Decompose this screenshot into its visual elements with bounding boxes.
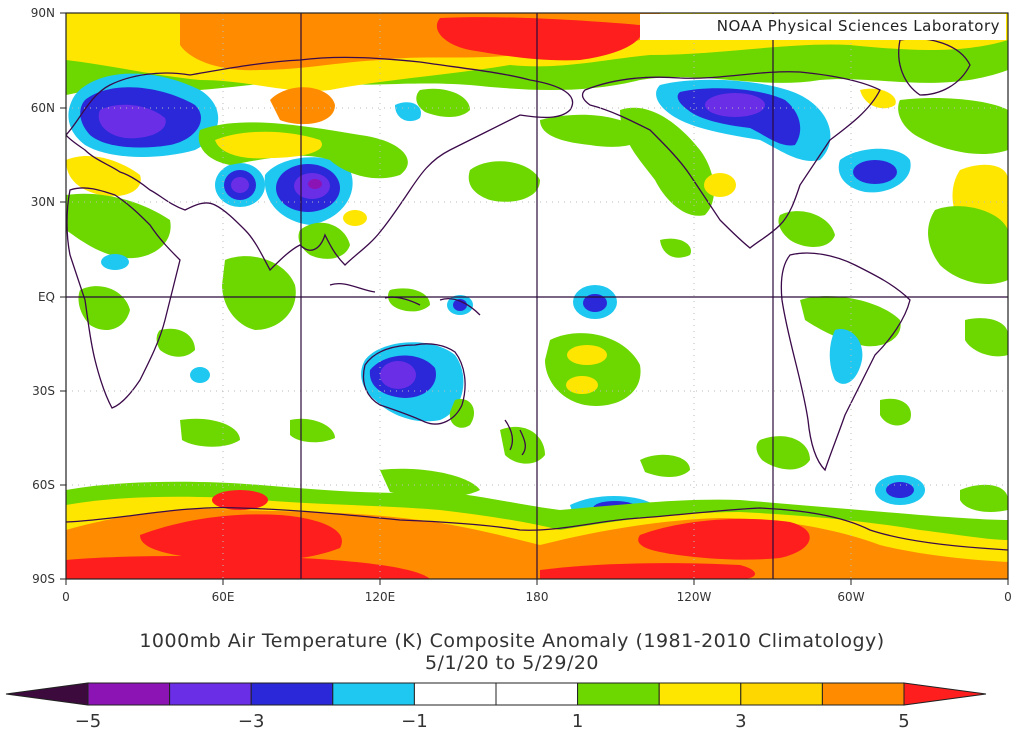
pac-green-mid: [660, 238, 691, 258]
colorbar-bin-7: [577, 682, 660, 706]
indian-green: [222, 256, 296, 330]
atlantic-green-s: [965, 318, 1008, 357]
lat-label-eq: EQ: [38, 290, 55, 304]
colorbar-tick-label: −5: [75, 711, 102, 731]
coast-greenland: [898, 38, 971, 96]
lon-label-60w: 60W: [837, 590, 864, 604]
lat-label-60n: 60N: [31, 101, 55, 115]
samerica-green-s: [756, 436, 810, 470]
lat-label-30s: 30S: [32, 384, 55, 398]
colorbar-bin-6: [495, 682, 579, 706]
namerica-yellow-n: [860, 88, 896, 109]
coastlines: [66, 38, 1008, 551]
siberia-orange: [270, 87, 335, 125]
samerica-green-2: [880, 398, 911, 426]
australia-cold-core: [380, 361, 416, 389]
coast-antarctica: [66, 506, 1008, 551]
africa-green-w: [66, 193, 171, 259]
africa-green-e: [928, 206, 1008, 285]
tasman-green: [500, 426, 545, 464]
colorbar-bin-3: [250, 682, 334, 706]
aus-green-ring: [449, 399, 475, 428]
grid-dotted: [66, 13, 1008, 579]
siberia-blue-small: [395, 102, 421, 122]
coast-samerica: [780, 252, 911, 472]
africa-blue-s: [190, 367, 210, 383]
europe-cold-core: [98, 104, 166, 139]
east-us-cold-mid: [853, 160, 897, 184]
atlantic-green-ne: [898, 98, 1008, 155]
colorbar-bin-0: [5, 682, 89, 706]
africa-green-s: [156, 328, 195, 357]
lat-label-30n: 30N: [31, 195, 55, 209]
japan-green: [416, 88, 470, 117]
coast-eurasia: [66, 56, 574, 272]
lon-label-120w: 120W: [677, 590, 712, 604]
colorbar-bin-11: [903, 682, 987, 706]
lon-label-120e: 120E: [365, 590, 396, 604]
antarctic-red-1: [140, 514, 342, 562]
lat-label-90n: 90N: [31, 6, 55, 20]
lon-labels: 0 60E 120E 180 120W 60W 0: [62, 590, 1012, 604]
colorbar-tick-label: −3: [238, 711, 265, 731]
antarctic-red-3: [638, 518, 810, 560]
so-green-e: [960, 484, 1008, 512]
pacific-green-nw: [468, 161, 540, 202]
axis-ticks: [60, 12, 1009, 585]
antarctic-red-5: [540, 563, 755, 579]
pacific-green-n: [540, 114, 642, 147]
namerica-green-w: [620, 107, 715, 216]
namerica-cold-core: [705, 93, 765, 117]
colorbar-bin-9: [740, 682, 823, 706]
lon-label-60e: 60E: [212, 590, 235, 604]
colorbar-bin-2: [169, 682, 252, 706]
eq-pac-cold-mid: [583, 294, 607, 312]
colorbar-bin-8: [658, 682, 742, 706]
lat-labels: 90N 60N 30N EQ 30S 60S 90S: [31, 6, 55, 586]
arabia-blue: [101, 254, 129, 270]
samerica-green: [800, 296, 901, 347]
credit-label: NOAA Physical Sciences Laboratory: [640, 14, 1006, 40]
arctic-red-core: [436, 17, 642, 61]
colorbar-bin-4: [332, 682, 415, 706]
map-subtitle-dates: 5/1/20 to 5/29/20: [424, 652, 600, 674]
mexico-yellow: [704, 173, 736, 197]
lat-label-60s: 60S: [32, 478, 55, 492]
so-green-1: [380, 468, 480, 498]
caribbean-green: [778, 211, 835, 247]
coast-namerica: [581, 71, 881, 249]
colorbar-tick-label: −1: [401, 711, 428, 731]
colorbar: −5 −3 −1 1 3 5: [5, 682, 987, 731]
samerica-blue: [829, 329, 863, 384]
antarctic-red-4: [66, 555, 430, 579]
mideast-yellow: [66, 155, 141, 197]
coast-nz: [504, 419, 526, 456]
colorbar-bin-10: [821, 682, 905, 706]
indian-green-s: [180, 418, 240, 447]
so-cold-1-mid: [886, 482, 914, 498]
lon-label-0: 0: [62, 590, 70, 604]
coast-australia: [362, 343, 466, 425]
grid-solid: [66, 13, 1008, 579]
lon-label-0-east: 0: [1004, 590, 1012, 604]
colorbar-bin-1: [87, 682, 171, 706]
tibet-cold-extreme: [308, 179, 322, 189]
pac-yellow-1: [567, 345, 607, 365]
asia-cold-core-1: [231, 177, 249, 193]
map-title: 1000mb Air Temperature (K) Composite Ano…: [139, 630, 885, 652]
so-green-2: [640, 454, 690, 477]
antarctic-red-2: [212, 490, 268, 510]
lat-label-90s: 90S: [32, 572, 55, 586]
colorbar-tick-label: 5: [898, 711, 909, 731]
asia-yellow-1: [215, 131, 322, 159]
china-yellow: [343, 210, 367, 226]
lon-label-180: 180: [526, 590, 549, 604]
colorbar-tick-label: 1: [572, 711, 583, 731]
colorbar-bin-5: [413, 682, 497, 706]
pac-yellow-2: [566, 376, 598, 394]
coast-africa: [66, 187, 181, 409]
colorbar-tick-label: 3: [735, 711, 746, 731]
